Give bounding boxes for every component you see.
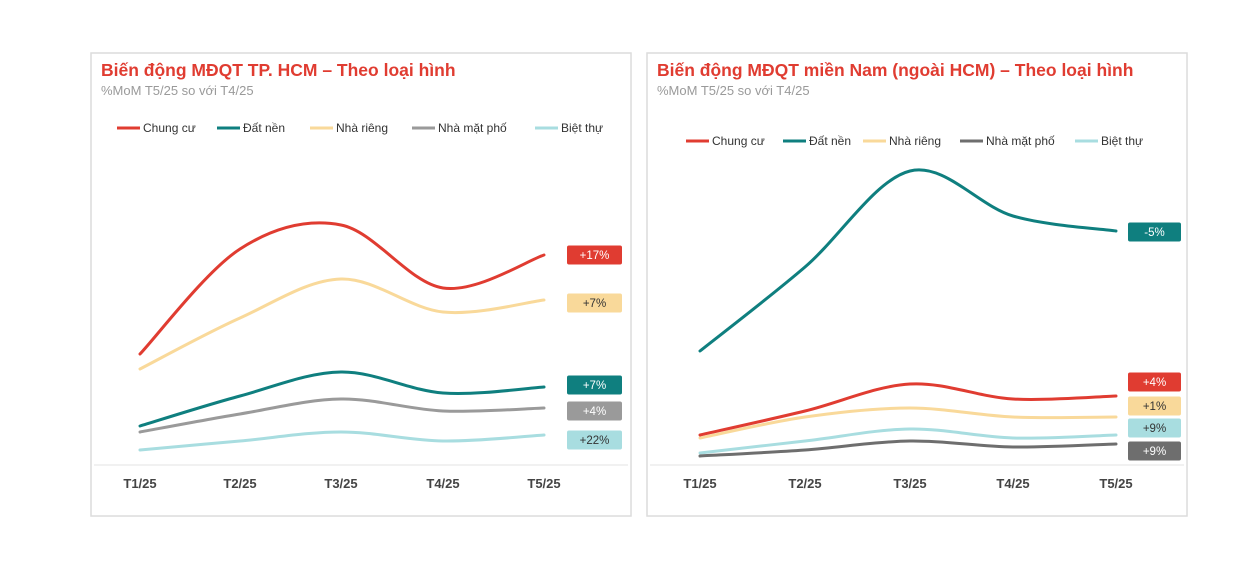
legend-label: Biệt thự xyxy=(1101,134,1143,148)
legend-label: Chung cư xyxy=(143,121,196,135)
series-line xyxy=(698,439,1118,458)
series-line xyxy=(138,370,546,428)
x-tick-label: T4/25 xyxy=(426,476,459,491)
end-label-text: +7% xyxy=(583,380,606,392)
series-line xyxy=(698,382,1118,437)
end-label-badge xyxy=(1128,372,1181,392)
panel-border xyxy=(646,52,1188,517)
end-label-badge xyxy=(567,375,622,395)
chart-subtitle: %MoM T5/25 so với T4/25 xyxy=(101,83,254,98)
series-line xyxy=(138,277,546,371)
end-label-text: +4% xyxy=(583,406,606,418)
legend-label: Nhà riêng xyxy=(889,134,941,148)
legend-label: Đất nền xyxy=(809,134,851,148)
series-line xyxy=(138,221,546,356)
x-tick-label: T2/25 xyxy=(788,476,821,491)
end-label-badge xyxy=(1128,418,1181,438)
end-label-badge xyxy=(567,245,622,265)
end-label-text: +9% xyxy=(1143,446,1166,458)
end-label-text: +22% xyxy=(580,435,610,447)
legend-label: Chung cư xyxy=(712,134,765,148)
panel-border xyxy=(90,52,632,517)
legend-label: Biệt thự xyxy=(561,121,603,135)
x-tick-label: T5/25 xyxy=(1099,476,1132,491)
end-label-badge xyxy=(1128,222,1181,242)
end-label-text: -5% xyxy=(1144,227,1164,239)
x-tick-label: T2/25 xyxy=(223,476,256,491)
x-tick-label: T5/25 xyxy=(527,476,560,491)
chart-title: Biến động MĐQT miền Nam (ngoài HCM) – Th… xyxy=(657,60,1133,80)
series-line xyxy=(138,397,546,434)
chart-panel: Biến động MĐQT TP. HCM – Theo loại hình%… xyxy=(90,52,632,517)
end-label-text: +4% xyxy=(1143,377,1166,389)
chart-subtitle: %MoM T5/25 so với T4/25 xyxy=(657,83,810,98)
end-label-badge xyxy=(567,293,622,313)
x-tick-label: T3/25 xyxy=(893,476,926,491)
chart-panel: Biến động MĐQT miền Nam (ngoài HCM) – Th… xyxy=(646,52,1188,517)
legend-label: Đất nền xyxy=(243,121,285,135)
end-label-badge xyxy=(1128,441,1181,461)
series-line xyxy=(138,430,546,452)
x-tick-label: T3/25 xyxy=(324,476,357,491)
legend-label: Nhà riêng xyxy=(336,121,388,135)
end-label-text: +7% xyxy=(583,298,606,310)
series-line xyxy=(698,168,1118,353)
chart-title: Biến động MĐQT TP. HCM – Theo loại hình xyxy=(101,60,456,80)
series-line xyxy=(698,427,1118,455)
end-label-text: +9% xyxy=(1143,423,1166,435)
x-tick-label: T4/25 xyxy=(996,476,1029,491)
end-label-text: +1% xyxy=(1143,401,1166,413)
x-tick-label: T1/25 xyxy=(683,476,716,491)
series-line xyxy=(698,406,1118,440)
end-label-badge xyxy=(567,430,622,450)
x-tick-label: T1/25 xyxy=(123,476,156,491)
legend-label: Nhà mặt phố xyxy=(986,134,1055,148)
end-label-badge xyxy=(1128,396,1181,416)
legend-label: Nhà mặt phố xyxy=(438,121,507,135)
end-label-text: +17% xyxy=(580,250,610,262)
end-label-badge xyxy=(567,401,622,421)
